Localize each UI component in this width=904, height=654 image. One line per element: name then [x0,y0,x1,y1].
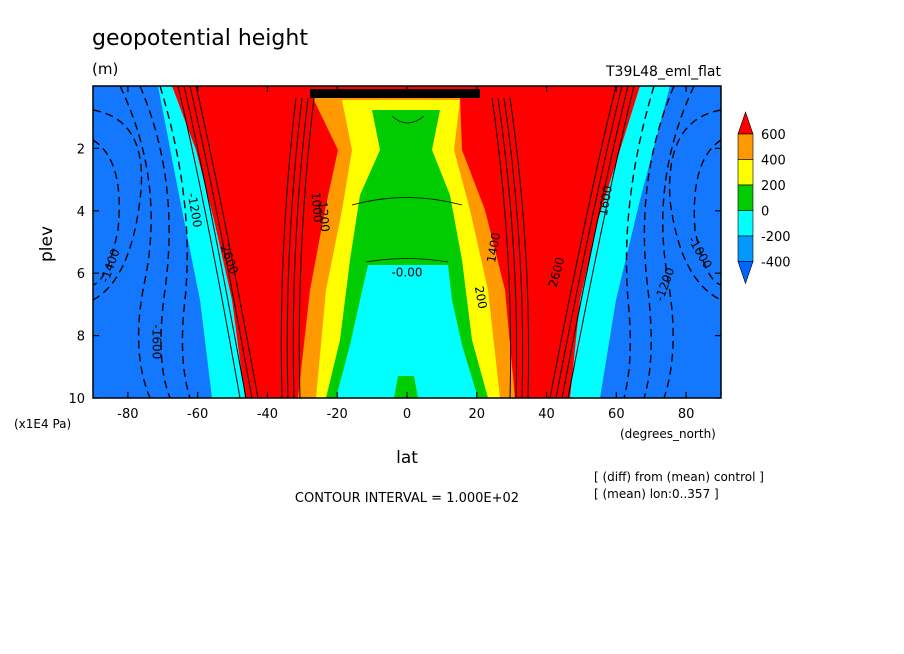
y-tick-label: 4 [77,205,85,220]
contour-label: -0.00 [391,265,422,279]
x-axis: -80 -60 -40 -20 0 20 40 60 80 [117,86,694,422]
contour-lines-dense [177,86,635,398]
x-tick-label: 20 [469,407,486,422]
y-tick-label: 2 [77,142,85,157]
colorbar-swatch [737,235,754,262]
y-axis-label: plev [37,226,57,262]
plot-area [93,86,721,398]
top-contour-band [310,89,480,98]
colorbar-swatch [737,159,754,186]
contour-label: 1200 [315,201,332,233]
region-0-200-bottom [394,376,418,398]
chart-subtitle: T39L48_eml_flat [605,64,722,80]
colorbar-label: 0 [761,205,769,220]
x-units-label: (degrees_north) [620,427,716,441]
contour-label: 200 [472,285,490,310]
note-mean: [ (mean) lon:0..357 ] [594,487,719,501]
colorbar-label: 600 [761,128,786,143]
x-axis-label: lat [396,448,418,468]
contour-label: -1200 [185,192,205,229]
contour-label: 1600 [596,184,615,217]
note-diff: [ (diff) from (mean) control ] [594,470,764,484]
colorbar-swatch [737,210,754,237]
chart-title: geopotential height [92,26,308,51]
x-tick-label: -20 [327,407,348,422]
x-tick-label: 60 [608,407,625,422]
x-tick-label: 40 [538,407,555,422]
colorbar-label: 400 [761,154,786,169]
y-tick-label: 6 [77,267,85,282]
x-tick-label: -40 [257,407,278,422]
region-neg200-0 [336,265,478,398]
colorbar-arrow-bottom [737,261,754,285]
y-axis: 2 4 6 8 10 [68,142,721,407]
x-tick-label: -60 [187,407,208,422]
y-units-label: (x1E4 Pa) [14,417,71,431]
contour-lines-inner [351,115,463,263]
contour-interval: CONTOUR INTERVAL = 1.000E+02 [295,491,519,506]
contour-label: -1600 [149,324,163,359]
x-tick-label: 80 [678,407,695,422]
x-tick-label: -80 [117,407,138,422]
colorbar-arrow-top [737,111,754,135]
contour-lines-negative [93,86,721,398]
colorbar-label: -400 [761,256,791,271]
contour-label: 1000 [308,192,325,224]
colorbar: 600 400 200 0 -200 -400 [737,111,791,285]
region-cyan-wall-right [552,86,670,398]
colorbar-swatch [737,133,754,160]
y-tick-label: 10 [68,392,85,407]
x-tick-label: 0 [403,407,411,422]
contour-label: 1400 [484,231,503,264]
colorbar-swatch [737,184,754,211]
colorbar-label: 200 [761,179,786,194]
y-tick-label: 8 [77,330,85,345]
colorbar-label: -200 [761,230,791,245]
chart-units: (m) [92,60,118,78]
